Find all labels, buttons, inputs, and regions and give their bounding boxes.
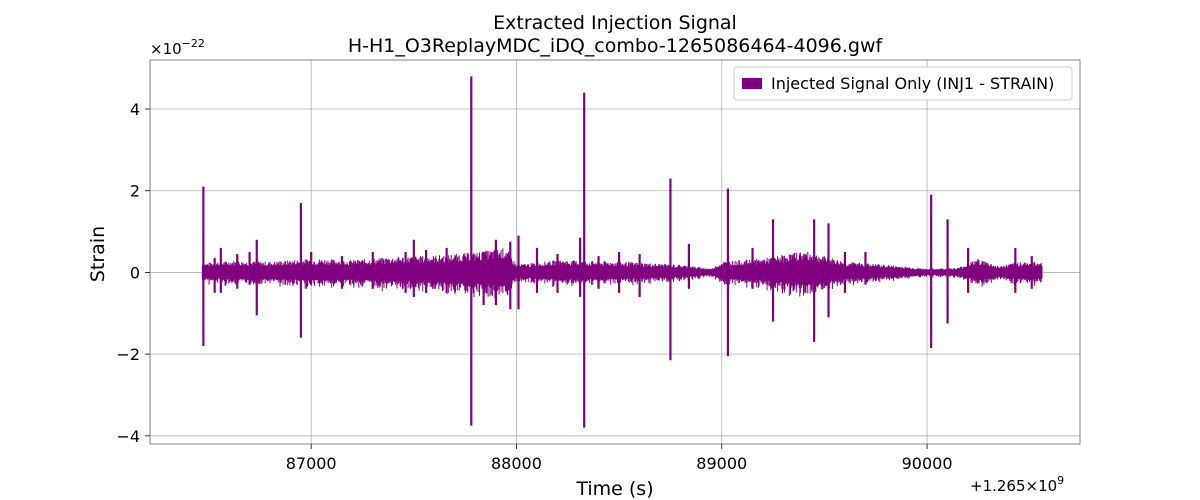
y-tick-label: 0 [130,263,140,282]
x-tick-label: 90000 [902,454,953,473]
y-tick-label: −4 [116,427,140,446]
legend-box [733,66,1073,101]
x-offset-base: +1.265×10 [970,477,1057,495]
y-tick-label: −2 [116,345,140,364]
chart-title: Extracted Injection Signal [493,12,737,34]
y-axis-label: Strain [87,226,109,282]
svg-text:+1.265×109: +1.265×109 [970,474,1064,495]
legend-label: Injected Signal Only (INJ1 - STRAIN) [771,74,1054,93]
y-tick-label: 4 [130,100,140,119]
plot-frame [149,59,1081,445]
y-scale-exponent: −22 [182,37,205,50]
x-tick-label: 87000 [286,454,337,473]
x-tick-label: 88000 [491,454,542,473]
data-layer [201,76,1043,428]
y-tick-label: 2 [130,182,140,201]
tick-layer: 87000 88000 89000 90000 −4 −2 0 2 4 [116,100,952,473]
x-offset-exponent: 9 [1057,474,1064,487]
y-scale-base: ×10 [150,40,182,58]
chart-subtitle: H-H1_O3ReplayMDC_iDQ_combo-1265086464-40… [348,35,884,57]
x-offset-label: +1.265×109 [970,474,1064,495]
x-axis-label: Time (s) [575,478,653,500]
legend-swatch [742,78,762,89]
legend[interactable]: Injected Signal Only (INJ1 - STRAIN) [733,66,1073,101]
y-scale-label: ×10−22 [150,37,205,58]
svg-text:×10−22: ×10−22 [150,37,205,58]
x-tick-label: 89000 [696,454,747,473]
